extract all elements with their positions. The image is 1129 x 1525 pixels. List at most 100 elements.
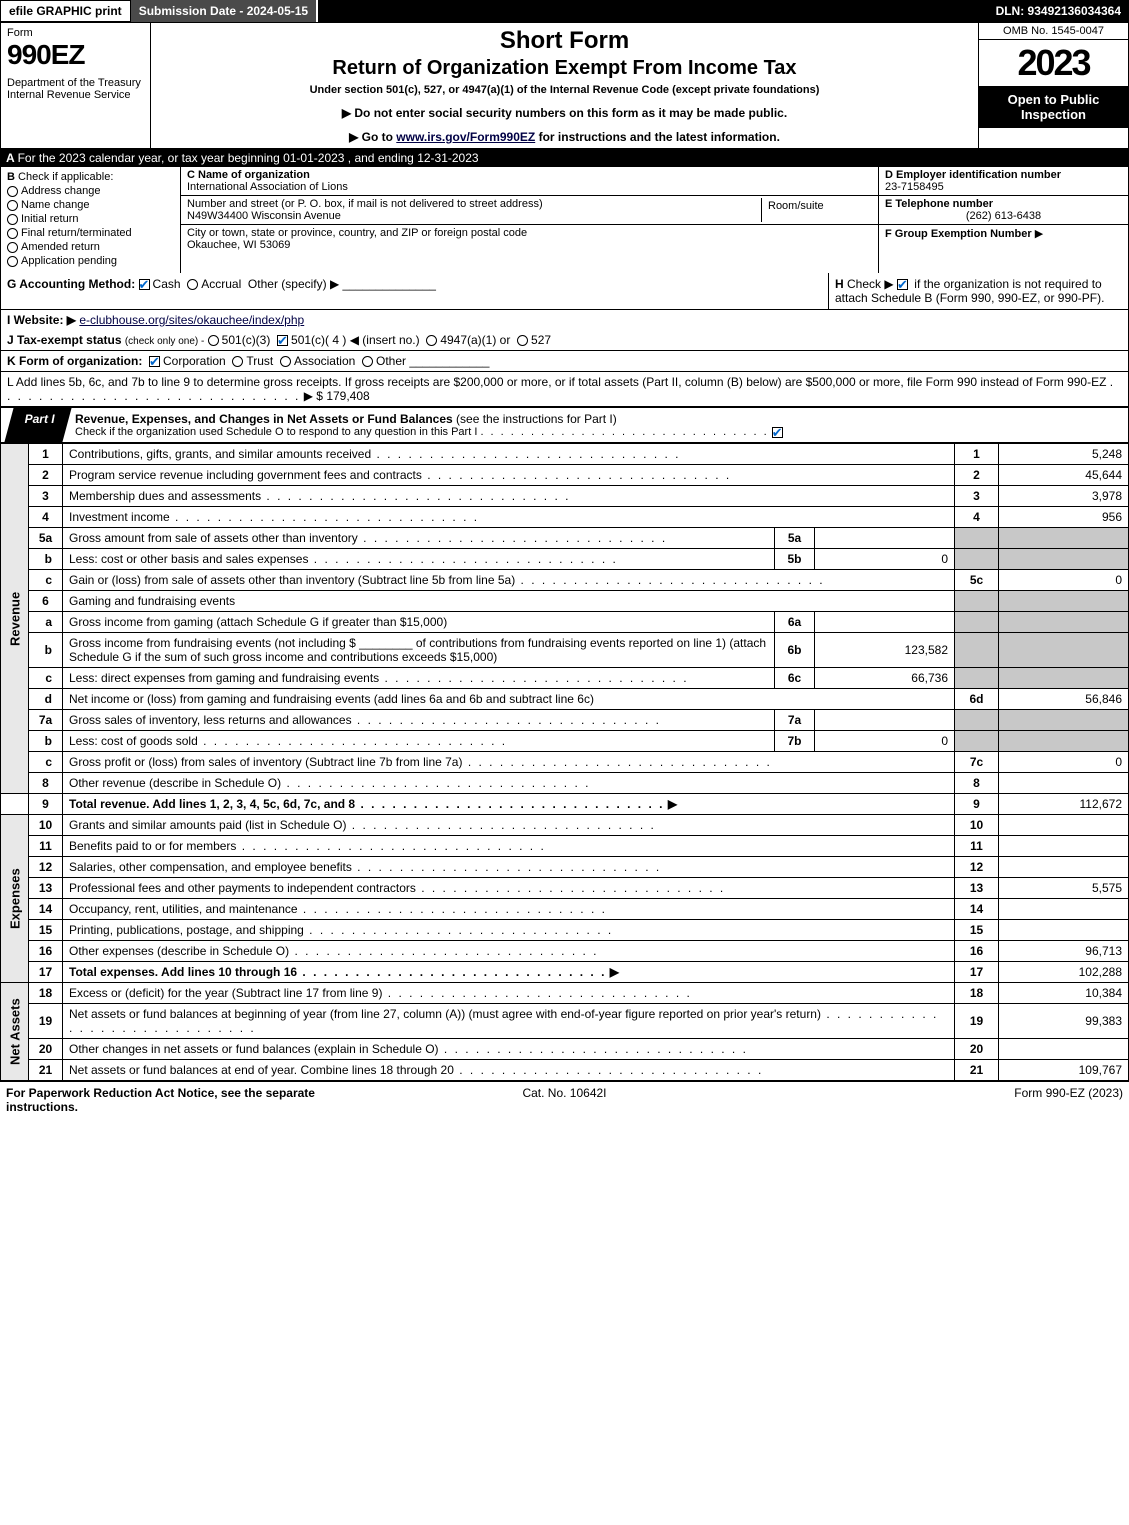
line-11-num: 11 [29, 836, 63, 857]
website-link[interactable]: e-clubhouse.org/sites/okauchee/index/php [79, 313, 304, 327]
rad-trust[interactable] [232, 356, 243, 367]
chk-schedule-b[interactable] [897, 279, 908, 290]
row-a-text: For the 2023 calendar year, or tax year … [18, 151, 479, 165]
city-label: City or town, state or province, country… [187, 227, 872, 239]
line-6c-rn-shade [955, 668, 999, 689]
chk-name-change[interactable]: Name change [7, 199, 174, 211]
line-12-num: 12 [29, 857, 63, 878]
line-5a-rn-shade [955, 528, 999, 549]
footer-form: Form 990-EZ (2023) [751, 1086, 1123, 1114]
line-18-desc: Excess or (deficit) for the year (Subtra… [69, 986, 382, 1000]
col-b: B Check if applicable: Address change Na… [1, 167, 181, 273]
i-label: I Website: ▶ [7, 313, 76, 327]
line-1-val: 5,248 [999, 444, 1129, 465]
b-label: B [7, 171, 15, 183]
line-6a-rv-shade [999, 612, 1129, 633]
line-1-rn: 1 [955, 444, 999, 465]
chk-cash[interactable] [139, 279, 150, 290]
line-6c-mn: 6c [775, 668, 815, 689]
l-value: 179,408 [326, 389, 369, 403]
line-11-rn: 11 [955, 836, 999, 857]
line-8-desc: Other revenue (describe in Schedule O) [69, 776, 281, 790]
line-4-rn: 4 [955, 507, 999, 528]
line-12-rn: 12 [955, 857, 999, 878]
header-left: Form 990EZ Department of the Treasury In… [1, 23, 151, 148]
row-6b: b Gross income from fundraising events (… [1, 633, 1129, 668]
line-13-val: 5,575 [999, 878, 1129, 899]
phone-label: E Telephone number [885, 198, 1122, 210]
line-3-num: 3 [29, 486, 63, 507]
line-8-rn: 8 [955, 773, 999, 794]
phone-cell: E Telephone number (262) 613-6438 [879, 196, 1128, 225]
opt-4947: 4947(a)(1) or [440, 333, 510, 347]
row-6d: d Net income or (loss) from gaming and f… [1, 689, 1129, 710]
efile-print-button[interactable]: efile GRAPHIC print [0, 0, 131, 22]
rad-527[interactable] [517, 335, 528, 346]
row-4: 4 Investment income 4 956 [1, 507, 1129, 528]
line-5c-num: c [29, 570, 63, 591]
chk-amended-return[interactable]: Amended return [7, 241, 174, 253]
rad-4947[interactable] [426, 335, 437, 346]
rad-other[interactable] [362, 356, 373, 367]
rev-side-spacer [1, 794, 29, 815]
chk-address-change[interactable]: Address change [7, 185, 174, 197]
line-2-val: 45,644 [999, 465, 1129, 486]
chk-final-return[interactable]: Final return/terminated [7, 227, 174, 239]
opt-other: Other [376, 354, 406, 368]
chk-501c[interactable] [277, 335, 288, 346]
row-a-label: A [6, 151, 14, 165]
line-7a-mn: 7a [775, 710, 815, 731]
line-14-val [999, 899, 1129, 920]
line-5b-rn-shade [955, 549, 999, 570]
rad-501c3[interactable] [208, 335, 219, 346]
part-1-table: Revenue 1 Contributions, gifts, grants, … [0, 443, 1129, 1081]
chk-schedule-o[interactable] [772, 427, 783, 438]
g-accounting: G Accounting Method: Cash Accrual Other … [1, 273, 828, 309]
chk-initial-return[interactable]: Initial return [7, 213, 174, 225]
line-14-num: 14 [29, 899, 63, 920]
line-20-rn: 20 [955, 1039, 999, 1060]
irs-link[interactable]: www.irs.gov/Form990EZ [396, 130, 535, 144]
line-7a-num: 7a [29, 710, 63, 731]
city-cell: City or town, state or province, country… [181, 225, 878, 253]
org-name-label: C Name of organization [187, 169, 872, 181]
row-5a: 5a Gross amount from sale of assets othe… [1, 528, 1129, 549]
line-17-val: 102,288 [999, 962, 1129, 983]
line-7a-desc: Gross sales of inventory, less returns a… [69, 713, 352, 727]
row-6c: c Less: direct expenses from gaming and … [1, 668, 1129, 689]
line-i-website: I Website: ▶ e-clubhouse.org/sites/okauc… [0, 310, 1129, 330]
b-sub: Check if applicable: [18, 171, 113, 183]
chk-application-pending[interactable]: Application pending [7, 255, 174, 267]
line-15-rn: 15 [955, 920, 999, 941]
topbar-spacer [318, 0, 987, 22]
line-6b-rn-shade [955, 633, 999, 668]
header-right: OMB No. 1545-0047 2023 Open to Public In… [978, 23, 1128, 148]
chk-accrual[interactable] [187, 279, 198, 290]
h-label: H [835, 277, 844, 291]
line-7b-rv-shade [999, 731, 1129, 752]
line-6a-desc: Gross income from gaming (attach Schedul… [69, 615, 447, 629]
line-5b-num: b [29, 549, 63, 570]
rad-association[interactable] [280, 356, 291, 367]
line-17-desc: Total expenses. Add lines 10 through 16 [69, 965, 297, 979]
line-7b-mn: 7b [775, 731, 815, 752]
line-17-num: 17 [29, 962, 63, 983]
row-12: 12 Salaries, other compensation, and emp… [1, 857, 1129, 878]
line-3-rn: 3 [955, 486, 999, 507]
line-14-rn: 14 [955, 899, 999, 920]
line-10-rn: 10 [955, 815, 999, 836]
line-19-num: 19 [29, 1004, 63, 1039]
line-11-desc: Benefits paid to or for members [69, 839, 236, 853]
line-7c-val: 0 [999, 752, 1129, 773]
line-9-rn: 9 [955, 794, 999, 815]
bullet-1: ▶ Do not enter social security numbers o… [161, 106, 968, 120]
line-5b-mn: 5b [775, 549, 815, 570]
opt-association: Association [294, 354, 355, 368]
line-2-rn: 2 [955, 465, 999, 486]
line-2-num: 2 [29, 465, 63, 486]
chk-corporation[interactable] [149, 356, 160, 367]
part-1-header: Part I Revenue, Expenses, and Changes in… [0, 407, 1129, 443]
org-name-cell: C Name of organization International Ass… [181, 167, 878, 196]
form-word: Form [7, 27, 144, 39]
opt-trust: Trust [246, 354, 273, 368]
